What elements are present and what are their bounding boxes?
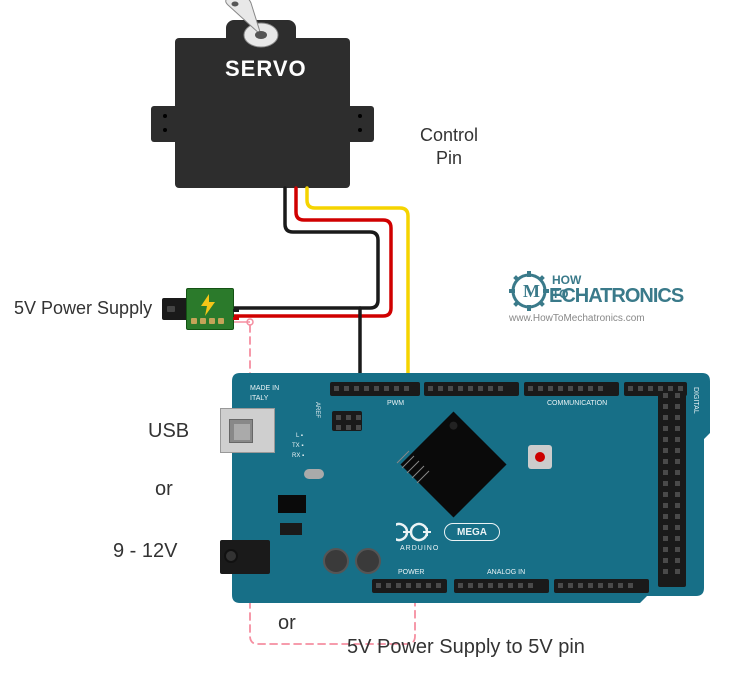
analog-label-board: ANALOG IN — [487, 569, 525, 576]
servo-body: SERVO — [175, 38, 350, 188]
crystal — [304, 469, 324, 479]
lightning-icon — [199, 294, 217, 316]
or1-label: or — [155, 478, 173, 501]
power-jack — [220, 540, 270, 574]
or2-label: or — [278, 612, 296, 635]
arduino-small-chip — [278, 495, 306, 513]
digital-label: DIGITAL — [692, 387, 699, 414]
arduino-logo-icon — [396, 521, 438, 543]
comm-label: COMMUNICATION — [547, 400, 607, 407]
l-label: L ▪ — [296, 433, 303, 439]
control-pin-label: Control Pin — [420, 124, 478, 171]
power-label-board: POWER — [398, 569, 424, 576]
svg-text:M: M — [523, 281, 540, 301]
logo-gear-icon: M — [509, 271, 549, 311]
reset-button[interactable] — [532, 449, 548, 465]
usb-port — [220, 408, 275, 453]
made-in-text: MADE IN — [250, 385, 279, 392]
arduino-brand-text: ARDUINO — [400, 545, 439, 552]
arduino-board: MADE IN ITALY PWM COMMUNICATION DIGITAL … — [232, 373, 710, 603]
italy-text: ITALY — [250, 395, 268, 402]
rx-label: RX ▪ — [292, 453, 304, 459]
usb-label: USB — [148, 420, 189, 443]
servo-label: SERVO — [225, 56, 307, 82]
mega-badge: MEGA — [444, 523, 500, 541]
aref-label: AREF — [314, 402, 320, 418]
bottom-label: 5V Power Supply to 5V pin — [347, 636, 585, 659]
smd-1 — [280, 523, 302, 535]
logo-main: ECHATRONICS — [549, 285, 683, 308]
tx-label: TX ▪ — [292, 443, 303, 449]
servo-tab-right — [346, 106, 374, 142]
capacitor-1 — [323, 548, 349, 574]
servo-horn-icon — [213, 0, 303, 50]
power-supply-label: 5V Power Supply — [14, 298, 152, 319]
power-supply-body — [186, 288, 234, 330]
voltage-label: 9 - 12V — [113, 540, 177, 563]
capacitor-2 — [355, 548, 381, 574]
logo-url: www.HowToMechatronics.com — [509, 313, 645, 324]
